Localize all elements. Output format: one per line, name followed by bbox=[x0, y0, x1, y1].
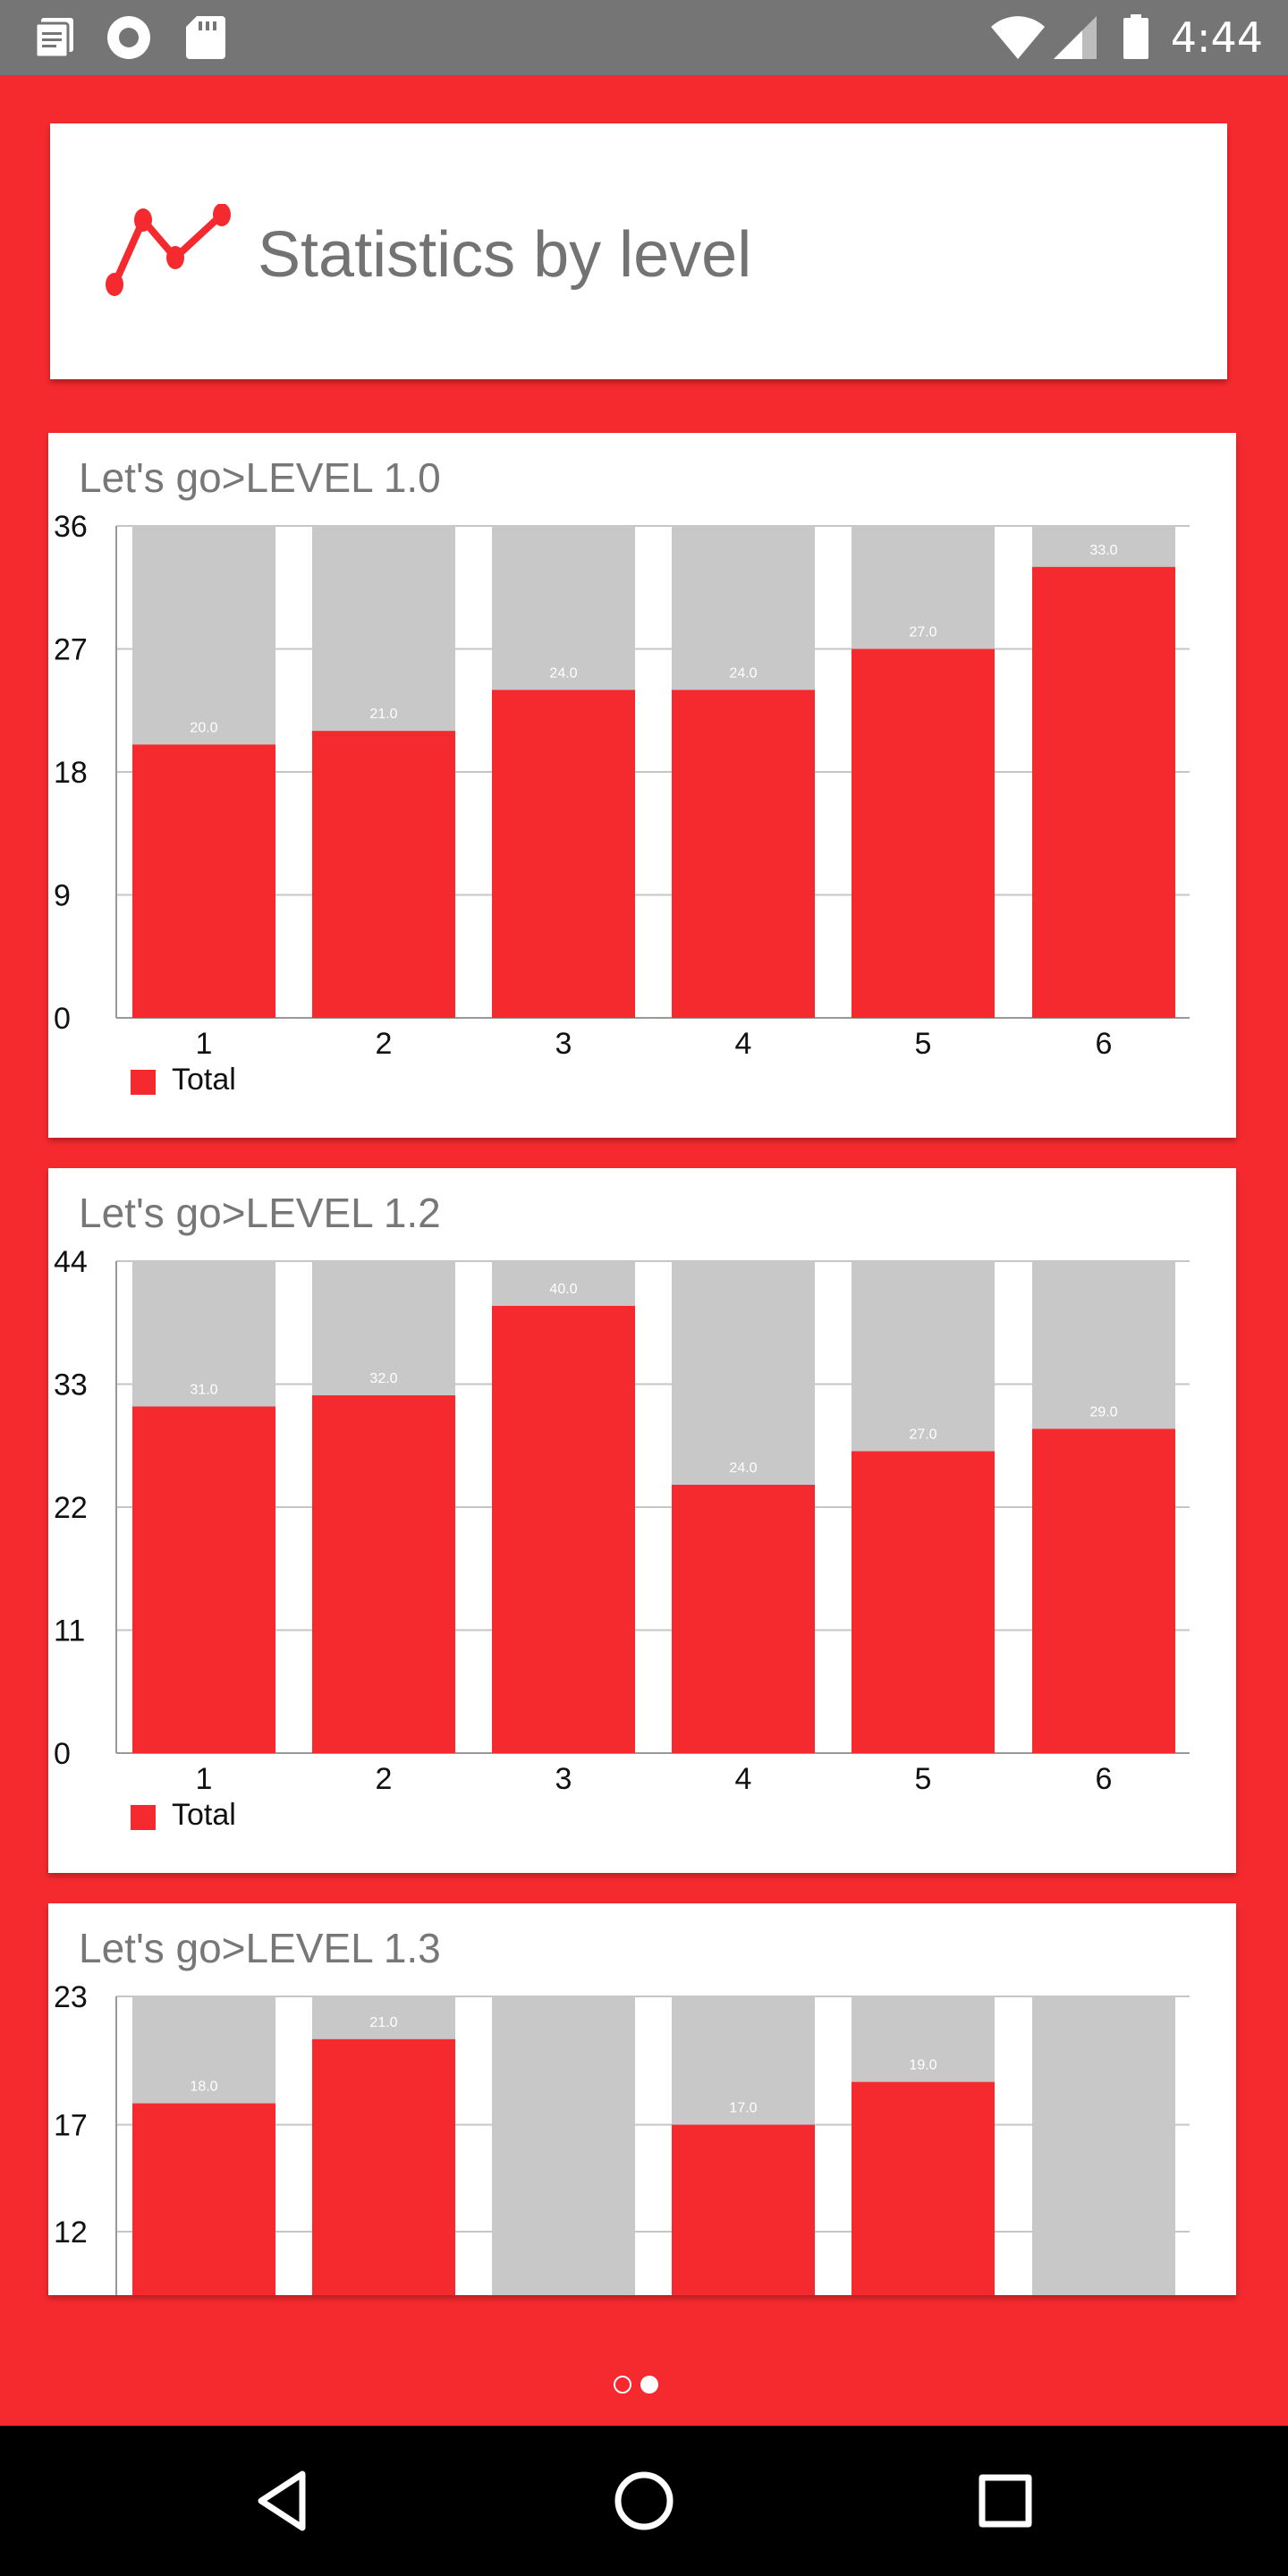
bar bbox=[492, 690, 635, 1018]
x-tick-label: 4 bbox=[735, 1027, 752, 1061]
bar-value-label: 17.0 bbox=[729, 2100, 757, 2115]
bar-value-label: 29.0 bbox=[1089, 1405, 1117, 1420]
bar bbox=[852, 2081, 995, 2295]
sync-icon bbox=[107, 16, 150, 59]
bar-chart-level-1-2[interactable]: 0 11 22 33 44 31.0 1 32.0 2 40.0 3 24.0 4 27.0 5 29.0 6 bbox=[48, 1168, 1236, 1873]
cell-signal-icon bbox=[1054, 16, 1097, 59]
bar-value-label: 27.0 bbox=[909, 1428, 936, 1443]
legend-swatch bbox=[131, 1805, 156, 1830]
battery-icon bbox=[1123, 14, 1148, 59]
page-title: Statistics by level bbox=[258, 219, 752, 291]
legend-label: Total bbox=[172, 1063, 236, 1097]
chart-title: Let's go>LEVEL 1.3 bbox=[79, 1925, 441, 1971]
bar-value-label: 24.0 bbox=[549, 665, 577, 681]
bar bbox=[132, 744, 275, 1018]
recents-icon[interactable] bbox=[970, 2465, 1041, 2537]
legend-swatch bbox=[131, 1070, 156, 1095]
x-tick-label: 1 bbox=[196, 1027, 213, 1061]
x-tick-label: 4 bbox=[735, 1762, 752, 1796]
bar bbox=[672, 690, 815, 1018]
y-tick-label: 11 bbox=[54, 1614, 85, 1648]
y-tick-label: 17 bbox=[54, 2108, 88, 2142]
bar-value-label: 33.0 bbox=[1089, 543, 1117, 558]
home-icon[interactable] bbox=[608, 2465, 680, 2537]
bar bbox=[492, 1306, 635, 1753]
bar bbox=[312, 2038, 455, 2295]
x-tick-label: 5 bbox=[915, 1762, 932, 1796]
bar bbox=[852, 648, 995, 1018]
bar bbox=[1032, 566, 1175, 1018]
bar-value-label: 24.0 bbox=[729, 665, 757, 681]
y-tick-label: 27 bbox=[54, 633, 88, 667]
status-bar: 4:44 bbox=[0, 0, 1288, 75]
y-tick-label: 0 bbox=[54, 1737, 71, 1771]
y-tick-label: 33 bbox=[54, 1368, 88, 1402]
bar bbox=[132, 1406, 275, 1753]
bar-value-label: 19.0 bbox=[909, 2058, 936, 2073]
bar-track bbox=[492, 1996, 635, 2295]
y-tick-label: 44 bbox=[54, 1245, 88, 1279]
wifi-icon bbox=[991, 16, 1045, 59]
x-tick-label: 3 bbox=[555, 1027, 572, 1061]
bar-value-label: 27.0 bbox=[909, 625, 936, 640]
y-tick-label: 0 bbox=[54, 1002, 71, 1036]
y-tick-label: 12 bbox=[54, 2216, 88, 2250]
y-tick-label: 23 bbox=[54, 1980, 88, 2014]
y-tick-label: 22 bbox=[54, 1491, 88, 1525]
trend-line-icon bbox=[106, 204, 231, 296]
page-indicator[interactable] bbox=[614, 2372, 671, 2397]
bar-track bbox=[1032, 1996, 1175, 2295]
bar-value-label: 21.0 bbox=[369, 2015, 397, 2030]
back-icon[interactable] bbox=[247, 2465, 318, 2537]
bar-chart-level-1-0[interactable]: 0 9 18 27 36 20.0 1 21.0 2 24.0 3 24.0 4 27.0 5 33.0 6 bbox=[48, 433, 1236, 1138]
x-tick-label: 2 bbox=[376, 1762, 393, 1796]
status-time: 4:44 bbox=[1170, 13, 1263, 62]
x-tick-label: 6 bbox=[1096, 1027, 1113, 1061]
bar-value-label: 40.0 bbox=[549, 1282, 577, 1297]
bar-chart-level-1-3[interactable]: 12 17 23 18.0 21.0 17.0 19.0 bbox=[48, 1903, 1236, 2295]
bar bbox=[1032, 1428, 1175, 1753]
chart-card-level-1-3[interactable]: Let's go>LEVEL 1.3 12 17 23 18.0 21.0 17.0 19.… bbox=[48, 1903, 1236, 2295]
x-tick-label: 3 bbox=[555, 1762, 572, 1796]
bar-value-label: 24.0 bbox=[729, 1461, 757, 1476]
bar-value-label: 18.0 bbox=[190, 2080, 217, 2095]
bar-value-label: 31.0 bbox=[190, 1383, 217, 1398]
bar bbox=[312, 731, 455, 1018]
header-card: Statistics by level bbox=[50, 123, 1227, 379]
x-tick-label: 5 bbox=[915, 1027, 932, 1061]
page-dot-1[interactable] bbox=[614, 2376, 631, 2394]
bar bbox=[132, 2103, 275, 2295]
bar-value-label: 20.0 bbox=[190, 720, 217, 735]
chart-title: Let's go>LEVEL 1.0 bbox=[79, 454, 441, 501]
x-tick-label: 2 bbox=[376, 1027, 393, 1061]
sd-card-icon bbox=[186, 16, 225, 59]
y-tick-label: 18 bbox=[54, 756, 88, 790]
bar bbox=[312, 1395, 455, 1753]
page-dot-2[interactable] bbox=[640, 2376, 658, 2394]
y-tick-label: 36 bbox=[54, 510, 88, 544]
chart-card-level-1-0[interactable]: Let's go>LEVEL 1.0 0 9 18 27 36 20.0 1 21.0 2 24.… bbox=[48, 433, 1236, 1138]
x-tick-label: 6 bbox=[1096, 1762, 1113, 1796]
bar bbox=[672, 2124, 815, 2295]
bar bbox=[852, 1451, 995, 1753]
legend-label: Total bbox=[172, 1798, 236, 1832]
y-tick-label: 9 bbox=[54, 879, 71, 913]
bar-value-label: 21.0 bbox=[369, 707, 397, 722]
chart-title: Let's go>LEVEL 1.2 bbox=[79, 1190, 441, 1236]
chart-card-level-1-2[interactable]: Let's go>LEVEL 1.2 0 11 22 33 44 31.0 1 32.0 2 40… bbox=[48, 1168, 1236, 1873]
bar bbox=[672, 1485, 815, 1753]
navigation-bar bbox=[0, 2426, 1288, 2576]
notification-icon bbox=[34, 18, 73, 59]
x-tick-label: 1 bbox=[196, 1762, 213, 1796]
bar-value-label: 32.0 bbox=[369, 1371, 397, 1386]
